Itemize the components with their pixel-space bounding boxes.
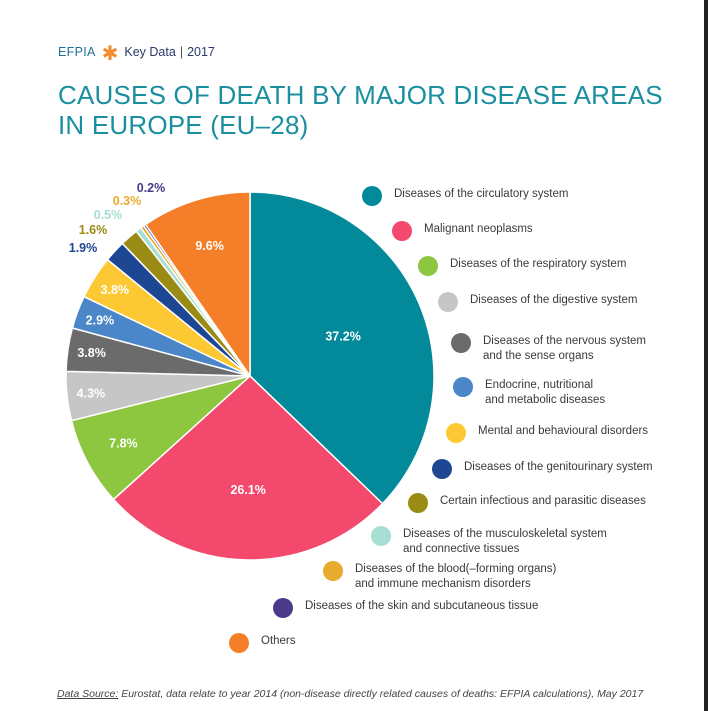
legend-item: Certain infectious and parasitic disease… xyxy=(408,493,646,513)
legend-swatch xyxy=(446,423,466,443)
slice-value-label: 1.6% xyxy=(79,223,108,237)
slice-value-label: 0.2% xyxy=(137,181,166,195)
slice-value-label: 7.8% xyxy=(109,437,138,451)
legend-swatch xyxy=(408,493,428,513)
legend-swatch xyxy=(229,633,249,653)
legend-swatch xyxy=(273,598,293,618)
legend-label: Certain infectious and parasitic disease… xyxy=(440,495,646,507)
publication-name: Key Data xyxy=(124,45,176,59)
title-line-1: CAUSES OF DEATH BY MAJOR DISEASE AREAS xyxy=(58,80,663,110)
legend-label: Malignant neoplasms xyxy=(424,223,533,235)
slice-value-label: 3.8% xyxy=(77,346,106,360)
legend-swatch xyxy=(392,221,412,241)
legend-item: Diseases of the nervous system and the s… xyxy=(451,333,646,364)
legend-item: Malignant neoplasms xyxy=(392,221,533,241)
brand-name: EFPIA xyxy=(58,45,96,59)
legend-label: Diseases of the digestive system xyxy=(470,294,638,306)
pie-slice xyxy=(144,191,251,379)
legend-item: Diseases of the respiratory system xyxy=(418,256,626,276)
page-title: CAUSES OF DEATH BY MAJOR DISEASE AREAS I… xyxy=(58,80,663,140)
legend-swatch xyxy=(438,292,458,312)
data-source-text: Eurostat, data relate to year 2014 (non-… xyxy=(118,688,644,700)
legend-item: Diseases of the digestive system xyxy=(438,292,637,312)
legend-label: Diseases of the genitourinary system xyxy=(464,461,653,473)
legend-label: Mental and behavioural disorders xyxy=(478,425,649,437)
legend-item: Others xyxy=(229,633,296,653)
slice-value-label: 26.1% xyxy=(230,483,265,497)
legend-label: Endocrine, nutritional and metabolic dis… xyxy=(485,379,606,406)
legend-item: Diseases of the genitourinary system xyxy=(432,459,653,479)
legend-label: Diseases of the nervous system and the s… xyxy=(483,335,646,362)
legend-label: Diseases of the circulatory system xyxy=(394,188,569,200)
legend-swatch xyxy=(432,459,452,479)
slice-value-label: 9.6% xyxy=(195,239,224,253)
data-source-label: Data Source: xyxy=(57,688,119,700)
legend-swatch xyxy=(453,377,473,397)
legend-label: Diseases of the respiratory system xyxy=(450,258,627,270)
legend-item: Diseases of the musculoskeletal system a… xyxy=(371,526,607,557)
pie-slice xyxy=(112,374,384,561)
slice-value-label: 0.3% xyxy=(113,194,142,208)
legend-label: Others xyxy=(261,635,296,647)
legend-label: Diseases of the skin and subcutaneous ti… xyxy=(305,600,539,612)
legend-item: Diseases of the circulatory system xyxy=(362,186,568,206)
asterisk-icon: ✱ xyxy=(101,43,119,65)
title-line-2: IN EUROPE (EU–28) xyxy=(58,110,309,140)
data-source-note: Data Source: Eurostat, data relate to ye… xyxy=(57,688,643,700)
header: EFPIA ✱ Key Data | 2017 xyxy=(58,41,215,66)
legend-swatch xyxy=(371,526,391,546)
slice-value-label: 0.5% xyxy=(94,208,123,222)
legend-swatch xyxy=(362,186,382,206)
publication-year: 2017 xyxy=(187,45,215,59)
legend-label: Diseases of the blood(–forming organs) a… xyxy=(355,563,557,590)
legend-swatch xyxy=(323,561,343,581)
legend-item: Mental and behavioural disorders xyxy=(446,423,648,443)
slice-value-label: 2.9% xyxy=(86,313,115,327)
slice-value-label: 1.9% xyxy=(69,241,98,255)
legend-item: Diseases of the skin and subcutaneous ti… xyxy=(273,598,538,618)
legend-label: Diseases of the musculoskeletal system a… xyxy=(403,528,607,555)
slice-value-label: 3.8% xyxy=(101,283,130,297)
slice-value-label: 4.3% xyxy=(77,387,106,401)
pie-slice xyxy=(249,191,435,505)
page-edge xyxy=(704,0,708,711)
header-separator: | xyxy=(179,45,184,59)
legend-item: Diseases of the blood(–forming organs) a… xyxy=(323,561,556,592)
legend-item: Endocrine, nutritional and metabolic dis… xyxy=(453,377,605,408)
legend-swatch xyxy=(451,333,471,353)
legend-swatch xyxy=(418,256,438,276)
slice-value-label: 37.2% xyxy=(325,329,360,343)
